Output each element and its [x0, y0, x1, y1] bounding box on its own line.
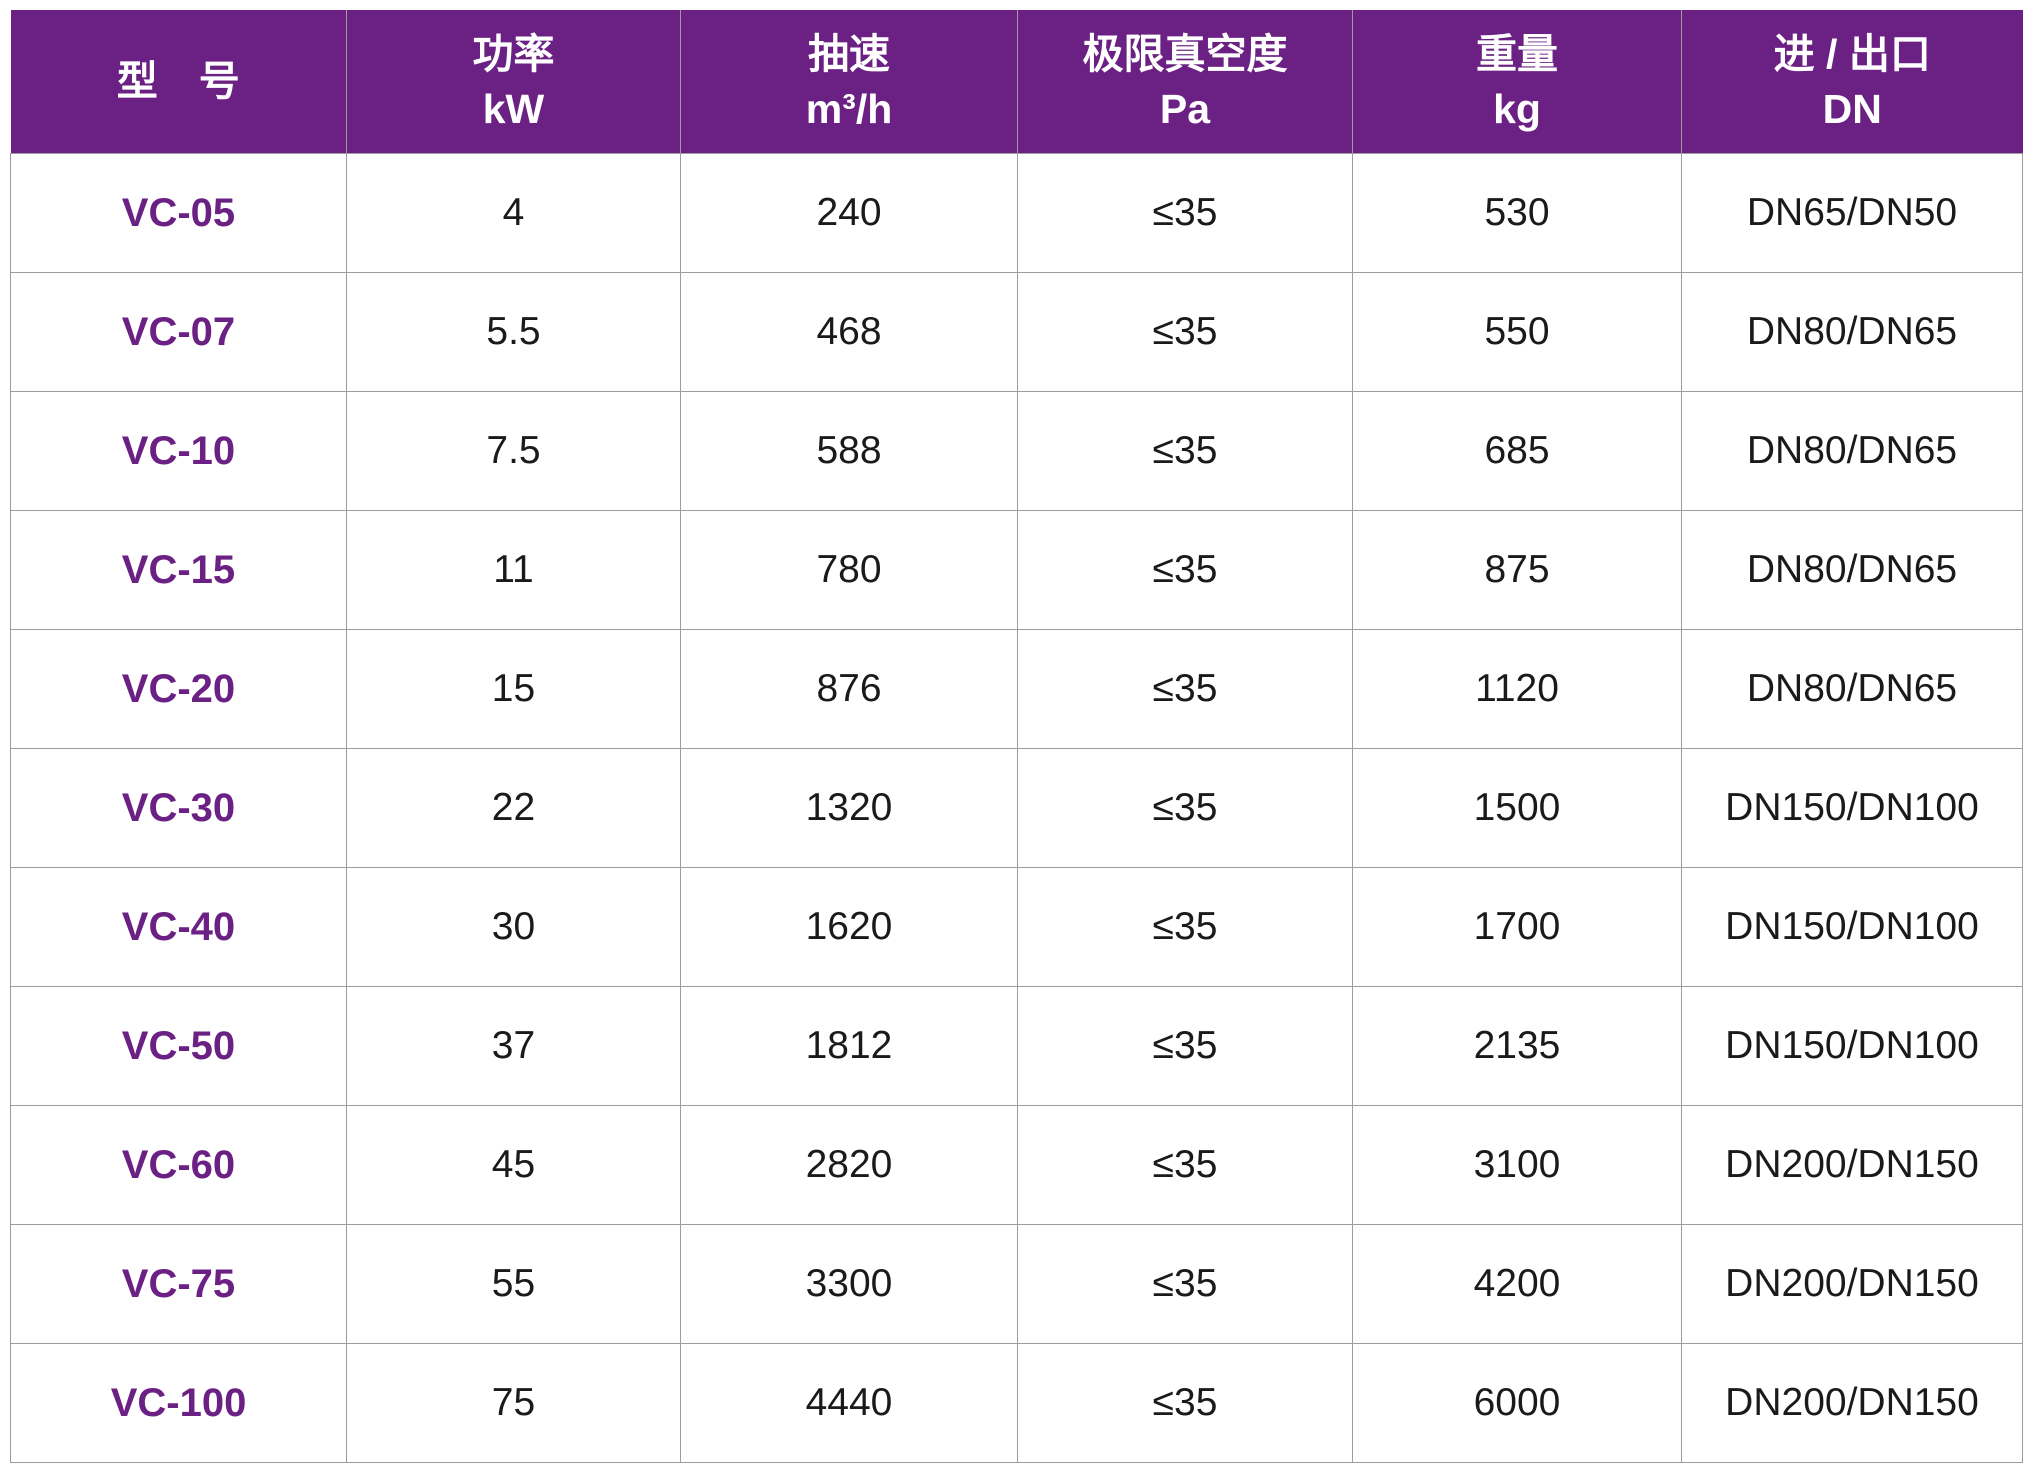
value-cell: 468 — [680, 272, 1018, 392]
value-cell: 240 — [680, 153, 1018, 273]
value-cell: DN80/DN65 — [1681, 629, 2023, 749]
column-header-3: 极限真空度 Pa — [1017, 10, 1353, 154]
value-cell: 1620 — [680, 867, 1018, 987]
value-cell: 875 — [1352, 510, 1682, 630]
column-header-label: 极限真空度 — [1082, 31, 1288, 78]
pump-spec-table: 型 号功率 kW 抽速 m³/h 极限真空度 Pa 重量 kg 进 / 出口 DN VC-05 4 2… — [10, 10, 2023, 1463]
value-cell: ≤35 — [1017, 510, 1353, 630]
table-row: VC-40 30 1620 ≤35 1700 DN150/DN100 — [10, 867, 2023, 987]
value-cell: 685 — [1352, 391, 1682, 511]
column-header-4: 重量 kg — [1352, 10, 1682, 154]
value-cell: 588 — [680, 391, 1018, 511]
value-cell: 1120 — [1352, 629, 1682, 749]
table-row: VC-30 22 1320 ≤35 1500 DN150/DN100 — [10, 748, 2023, 868]
table-row: VC-07 5.5 468 ≤35 550 DN80/DN65 — [10, 272, 2023, 392]
column-header-label: 重量 — [1476, 31, 1558, 78]
column-header-unit: kg — [1493, 85, 1541, 132]
table-row: VC-15 11 780 ≤35 875 DN80/DN65 — [10, 510, 2023, 630]
value-cell: ≤35 — [1017, 1105, 1353, 1225]
model-cell: VC-40 — [10, 867, 347, 987]
value-cell: ≤35 — [1017, 986, 1353, 1106]
value-cell: 30 — [346, 867, 681, 987]
value-cell: DN200/DN150 — [1681, 1224, 2023, 1344]
value-cell: 3300 — [680, 1224, 1018, 1344]
column-header-5: 进 / 出口 DN — [1681, 10, 2023, 154]
value-cell: 11 — [346, 510, 681, 630]
value-cell: 4440 — [680, 1343, 1018, 1463]
value-cell: DN200/DN150 — [1681, 1105, 2023, 1225]
value-cell: 1500 — [1352, 748, 1682, 868]
value-cell: ≤35 — [1017, 1224, 1353, 1344]
value-cell: 5.5 — [346, 272, 681, 392]
value-cell: 530 — [1352, 153, 1682, 273]
value-cell: 1700 — [1352, 867, 1682, 987]
value-cell: DN150/DN100 — [1681, 986, 2023, 1106]
table-row: VC-10 7.5 588 ≤35 685 DN80/DN65 — [10, 391, 2023, 511]
table-row: VC-50 37 1812 ≤35 2135 DN150/DN100 — [10, 986, 2023, 1106]
value-cell: ≤35 — [1017, 153, 1353, 273]
value-cell: 7.5 — [346, 391, 681, 511]
value-cell: ≤35 — [1017, 867, 1353, 987]
table-row: VC-100 75 4440 ≤35 6000 DN200/DN150 — [10, 1343, 2023, 1463]
model-cell: VC-20 — [10, 629, 347, 749]
value-cell: ≤35 — [1017, 391, 1353, 511]
model-cell: VC-60 — [10, 1105, 347, 1225]
value-cell: 75 — [346, 1343, 681, 1463]
value-cell: 37 — [346, 986, 681, 1106]
value-cell: DN80/DN65 — [1681, 272, 2023, 392]
table-row: VC-60 45 2820 ≤35 3100 DN200/DN150 — [10, 1105, 2023, 1225]
value-cell: 2820 — [680, 1105, 1018, 1225]
value-cell: ≤35 — [1017, 629, 1353, 749]
column-header-unit: kW — [482, 85, 545, 132]
column-header-label: 型 号 — [116, 58, 240, 105]
value-cell: 876 — [680, 629, 1018, 749]
model-cell: VC-05 — [10, 153, 347, 273]
value-cell: ≤35 — [1017, 1343, 1353, 1463]
value-cell: 1812 — [680, 986, 1018, 1106]
value-cell: 3100 — [1352, 1105, 1682, 1225]
value-cell: DN200/DN150 — [1681, 1343, 2023, 1463]
value-cell: 15 — [346, 629, 681, 749]
model-cell: VC-30 — [10, 748, 347, 868]
value-cell: DN150/DN100 — [1681, 867, 2023, 987]
spec-table-container: 型 号功率 kW 抽速 m³/h 极限真空度 Pa 重量 kg 进 / 出口 DN VC-05 4 2… — [10, 10, 2023, 1463]
value-cell: DN80/DN65 — [1681, 391, 2023, 511]
value-cell: ≤35 — [1017, 748, 1353, 868]
table-row: VC-20 15 876 ≤35 1120 DN80/DN65 — [10, 629, 2023, 749]
value-cell: 4200 — [1352, 1224, 1682, 1344]
value-cell: 6000 — [1352, 1343, 1682, 1463]
column-header-unit: DN — [1822, 85, 1882, 132]
value-cell: 45 — [346, 1105, 681, 1225]
column-header-unit: Pa — [1159, 85, 1211, 132]
model-cell: VC-15 — [10, 510, 347, 630]
model-cell: VC-10 — [10, 391, 347, 511]
column-header-label: 功率 — [472, 31, 555, 78]
column-header-2: 抽速 m³/h — [680, 10, 1018, 154]
column-header-label: 抽速 — [808, 31, 890, 78]
value-cell: ≤35 — [1017, 272, 1353, 392]
value-cell: 2135 — [1352, 986, 1682, 1106]
table-row: VC-75 55 3300 ≤35 4200 DN200/DN150 — [10, 1224, 2023, 1344]
value-cell: 4 — [346, 153, 681, 273]
value-cell: DN150/DN100 — [1681, 748, 2023, 868]
value-cell: 780 — [680, 510, 1018, 630]
value-cell: 55 — [346, 1224, 681, 1344]
column-header-unit: m³/h — [805, 85, 893, 132]
value-cell: 550 — [1352, 272, 1682, 392]
table-header: 型 号 功率 kW 抽速 m³/h 极限真空度 Pa 重量 kg 进 / 出口 DN — [10, 10, 2023, 154]
value-cell: DN80/DN65 — [1681, 510, 2023, 630]
column-header-1: 功率 kW — [346, 10, 681, 154]
column-header-label: 进 / 出口 — [1773, 31, 1931, 78]
model-cell: VC-75 — [10, 1224, 347, 1344]
table-row: VC-05 4 240 ≤35 530 DN65/DN50 — [10, 153, 2023, 273]
model-cell: VC-07 — [10, 272, 347, 392]
table-body: VC-05 4 240 ≤35 530 DN65/DN50 VC-07 5.5 468 ≤35 55… — [10, 153, 2023, 1463]
header-row: 型 号 功率 kW 抽速 m³/h 极限真空度 Pa 重量 kg 进 / 出口 DN — [10, 10, 2023, 154]
value-cell: 22 — [346, 748, 681, 868]
model-cell: VC-50 — [10, 986, 347, 1106]
model-cell: VC-100 — [10, 1343, 347, 1463]
value-cell: 1320 — [680, 748, 1018, 868]
column-header-0: 型 号 — [10, 10, 347, 154]
value-cell: DN65/DN50 — [1681, 153, 2023, 273]
